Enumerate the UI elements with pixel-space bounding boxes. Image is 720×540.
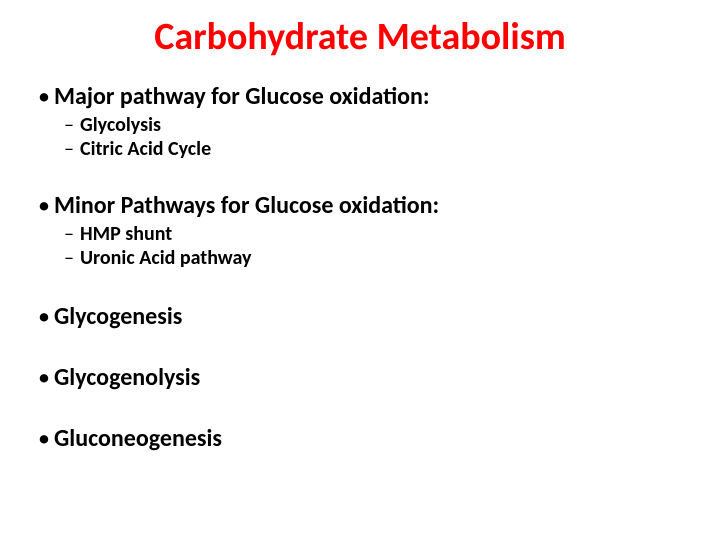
sub-bullet-item: – Citric Acid Cycle — [64, 137, 684, 161]
bullet-text: Minor Pathways for Glucose oxidation: — [54, 191, 684, 220]
content-body: • Major pathway for Glucose oxidation: –… — [36, 82, 684, 453]
bullet-marker: • — [36, 363, 54, 392]
bullet-item: • Gluconeogenesis — [36, 424, 684, 453]
sub-bullet-text: HMP shunt — [80, 222, 172, 246]
bullet-marker: • — [36, 82, 54, 111]
sub-bullet-marker: – — [64, 137, 80, 161]
bullet-item: • Glycogenesis — [36, 302, 684, 331]
sub-bullet-item: – Uronic Acid pathway — [64, 246, 684, 270]
bullet-text: Glycogenolysis — [54, 363, 684, 392]
bullet-item: • Glycogenolysis — [36, 363, 684, 392]
sub-bullet-text: Uronic Acid pathway — [80, 246, 251, 270]
bullet-item: • Minor Pathways for Glucose oxidation: — [36, 191, 684, 220]
sub-bullet-marker: – — [64, 246, 80, 270]
sub-bullet-marker: – — [64, 222, 80, 246]
sub-bullet-marker: – — [64, 113, 80, 137]
bullet-text: Major pathway for Glucose oxidation: — [54, 82, 684, 111]
sub-bullet-item: – Glycolysis — [64, 113, 684, 137]
bullet-marker: • — [36, 191, 54, 220]
sub-bullet-text: Glycolysis — [80, 113, 161, 137]
bullet-text: Gluconeogenesis — [54, 424, 684, 453]
bullet-text: Glycogenesis — [54, 302, 684, 331]
bullet-item: • Major pathway for Glucose oxidation: — [36, 82, 684, 111]
bullet-marker: • — [36, 302, 54, 331]
bullet-marker: • — [36, 424, 54, 453]
sub-bullet-item: – HMP shunt — [64, 222, 684, 246]
sub-bullet-text: Citric Acid Cycle — [80, 137, 211, 161]
slide-title: Carbohydrate Metabolism — [36, 14, 684, 60]
